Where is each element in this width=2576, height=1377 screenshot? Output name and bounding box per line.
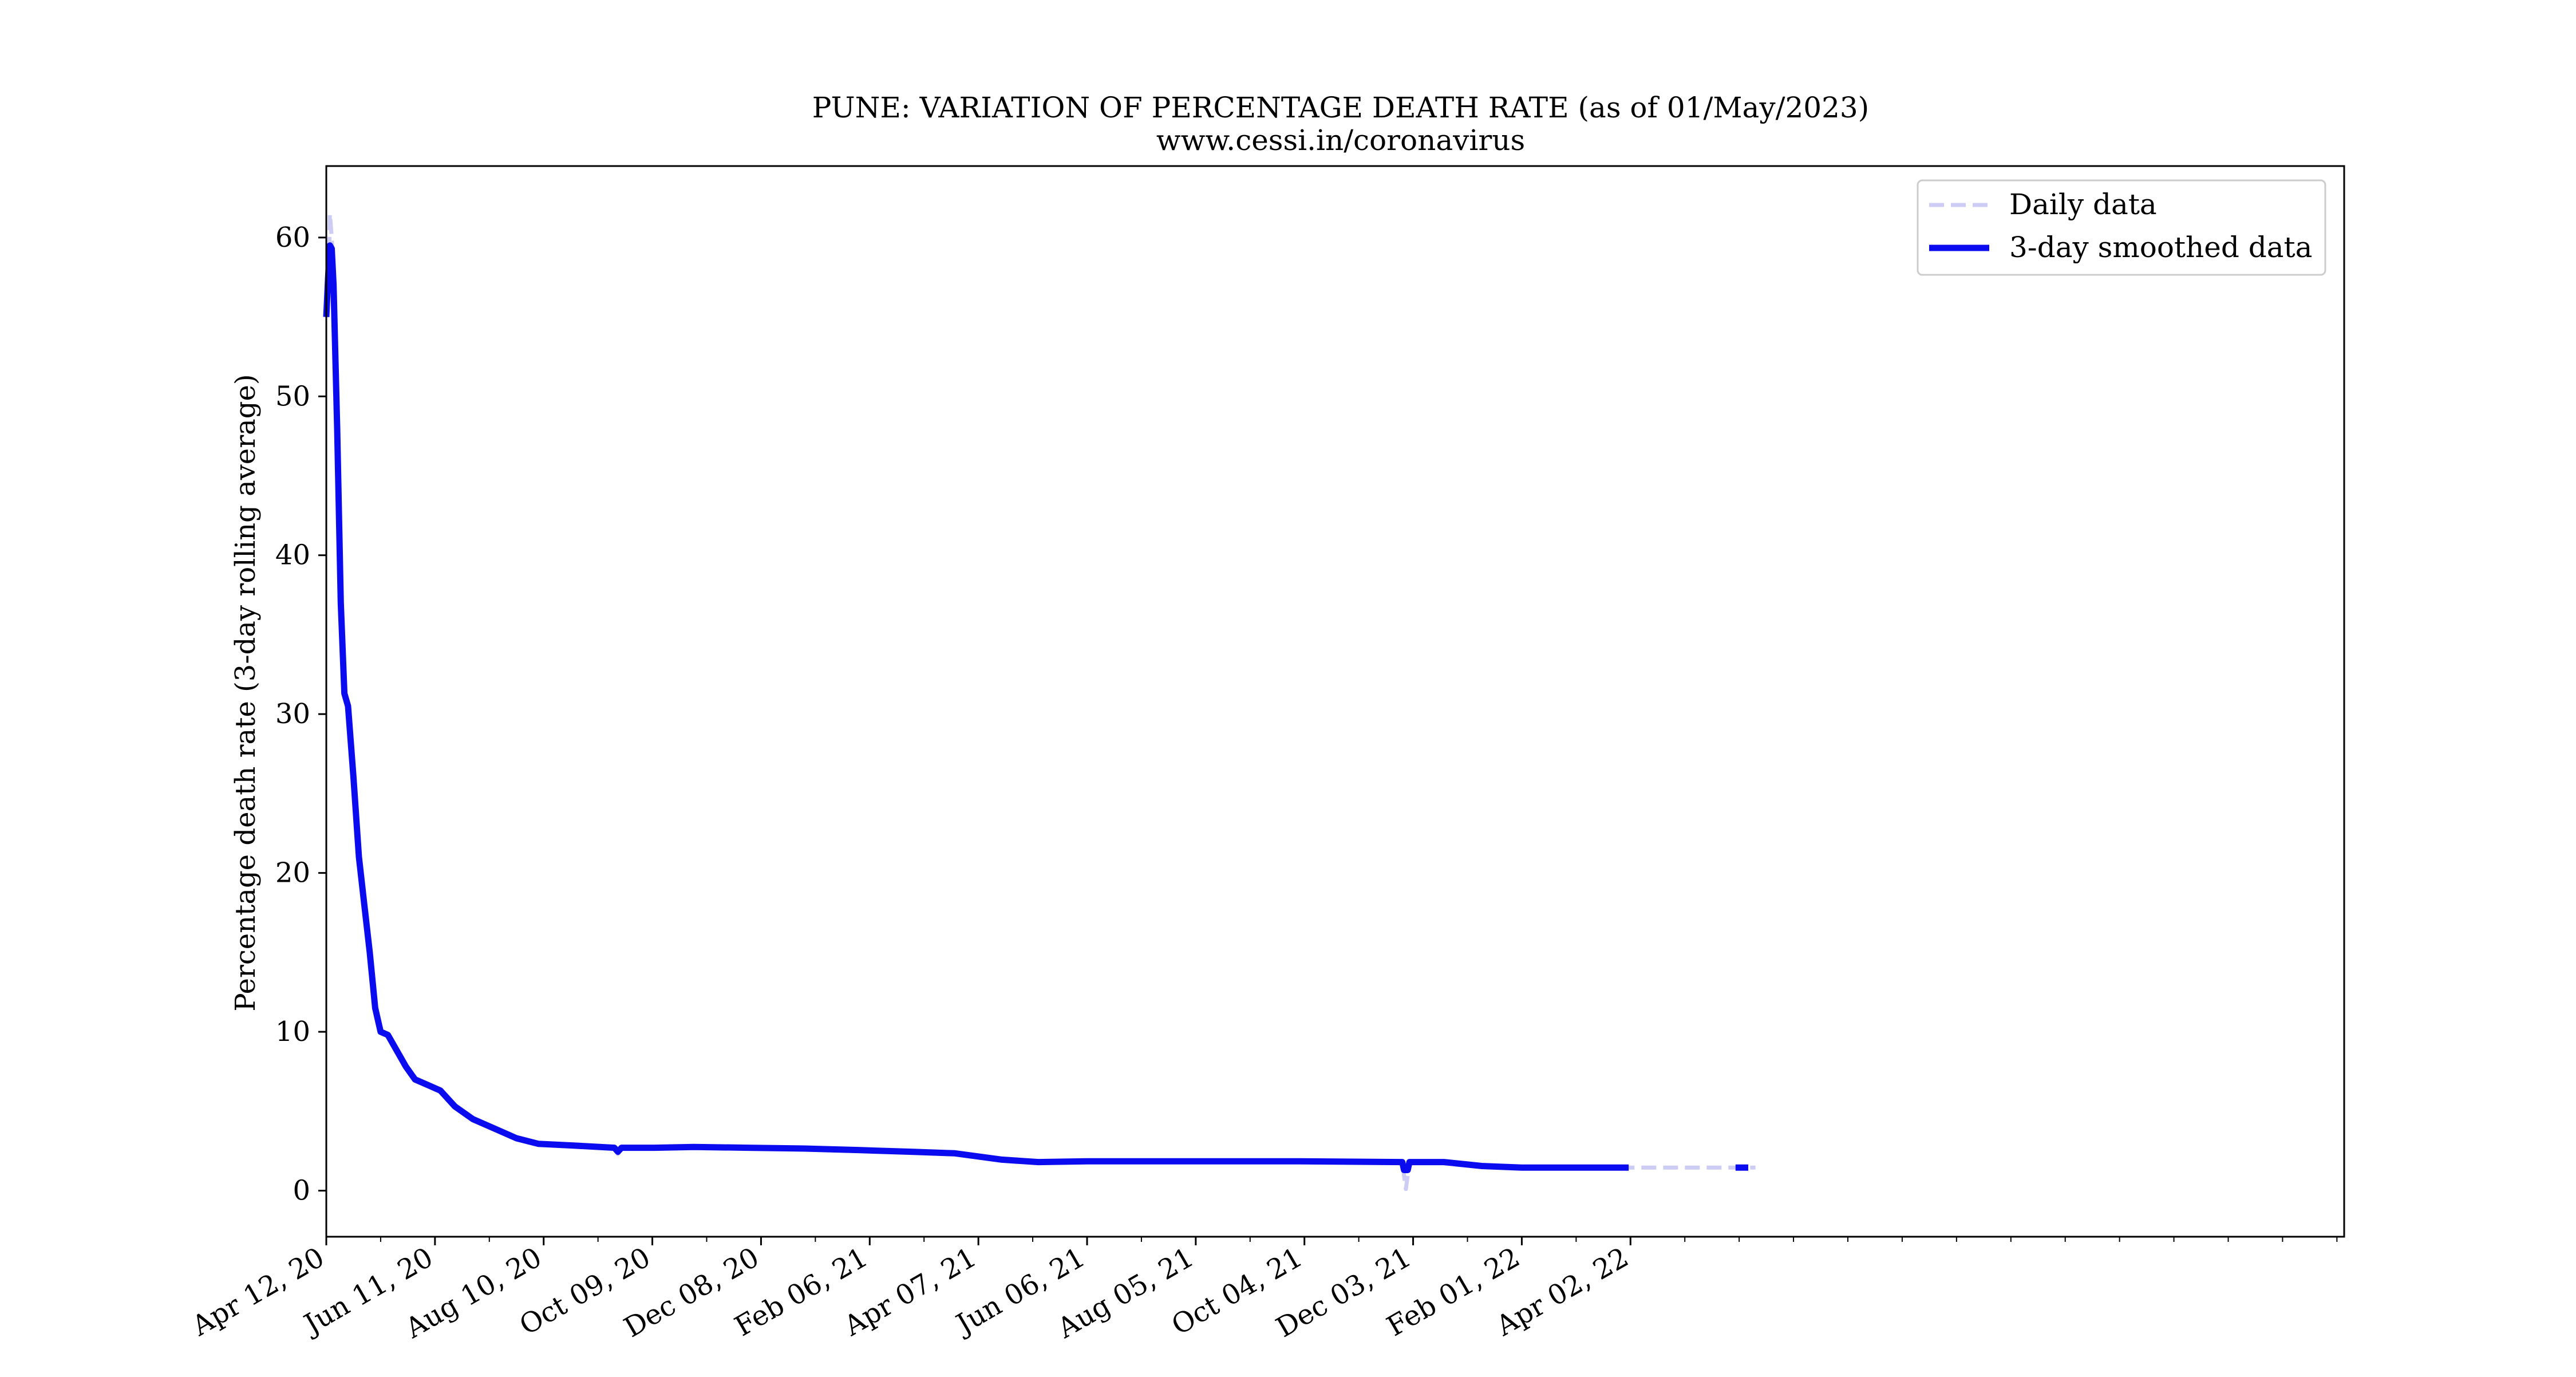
- y-tick-label: 60: [275, 222, 310, 254]
- data-layer: [323, 211, 1756, 1191]
- chart-subtitle: www.cessi.in/coronavirus: [1156, 124, 1525, 157]
- y-tick-label: 0: [293, 1175, 310, 1207]
- legend-label-smoothed-data: 3-day smoothed data: [2009, 231, 2312, 264]
- y-tick-label: 10: [275, 1016, 310, 1048]
- legend-label-daily-data: Daily data: [2009, 188, 2157, 221]
- y-tick-label: 50: [275, 380, 310, 412]
- y-tick-label: 40: [275, 539, 310, 571]
- legend-box: [1917, 179, 2326, 276]
- y-tick-label: 30: [275, 698, 310, 730]
- plot-frame: [325, 165, 2345, 1238]
- series-smoothed-data-line-1: [323, 242, 1629, 1173]
- legend: Daily data 3-day smoothed data: [1917, 179, 2326, 276]
- y-axis-label: Percentage death rate (3-day rolling ave…: [230, 374, 262, 1011]
- y-tick-label: 20: [275, 857, 310, 889]
- chart-title: PUNE: VARIATION OF PERCENTAGE DEATH RATE…: [812, 91, 1869, 124]
